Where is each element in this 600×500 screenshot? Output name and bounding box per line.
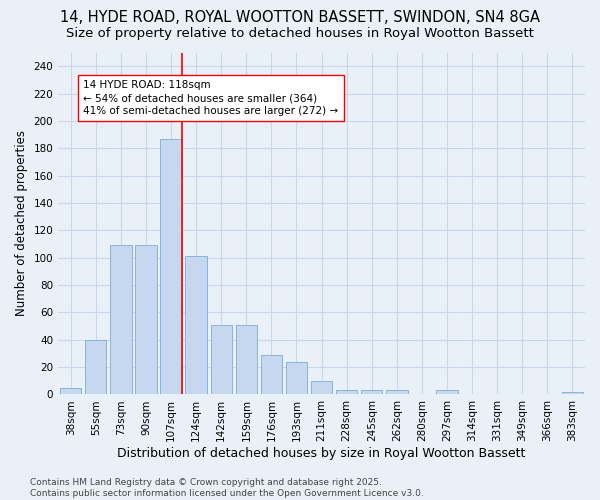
Y-axis label: Number of detached properties: Number of detached properties	[15, 130, 28, 316]
Bar	[261, 355, 282, 395]
Bar	[136, 246, 157, 394]
Bar	[311, 381, 332, 394]
Bar	[110, 246, 131, 394]
Bar	[60, 388, 82, 394]
Bar	[336, 390, 358, 394]
Text: 14 HYDE ROAD: 118sqm
← 54% of detached houses are smaller (364)
41% of semi-deta: 14 HYDE ROAD: 118sqm ← 54% of detached h…	[83, 80, 338, 116]
Bar	[562, 392, 583, 394]
X-axis label: Distribution of detached houses by size in Royal Wootton Bassett: Distribution of detached houses by size …	[118, 447, 526, 460]
Bar	[211, 324, 232, 394]
Text: Contains HM Land Registry data © Crown copyright and database right 2025.
Contai: Contains HM Land Registry data © Crown c…	[30, 478, 424, 498]
Bar	[160, 138, 182, 394]
Bar	[85, 340, 106, 394]
Bar	[286, 362, 307, 394]
Bar	[185, 256, 207, 394]
Bar	[436, 390, 458, 394]
Text: Size of property relative to detached houses in Royal Wootton Bassett: Size of property relative to detached ho…	[66, 28, 534, 40]
Text: 14, HYDE ROAD, ROYAL WOOTTON BASSETT, SWINDON, SN4 8GA: 14, HYDE ROAD, ROYAL WOOTTON BASSETT, SW…	[60, 10, 540, 25]
Bar	[361, 390, 382, 394]
Bar	[386, 390, 407, 394]
Bar	[236, 324, 257, 394]
